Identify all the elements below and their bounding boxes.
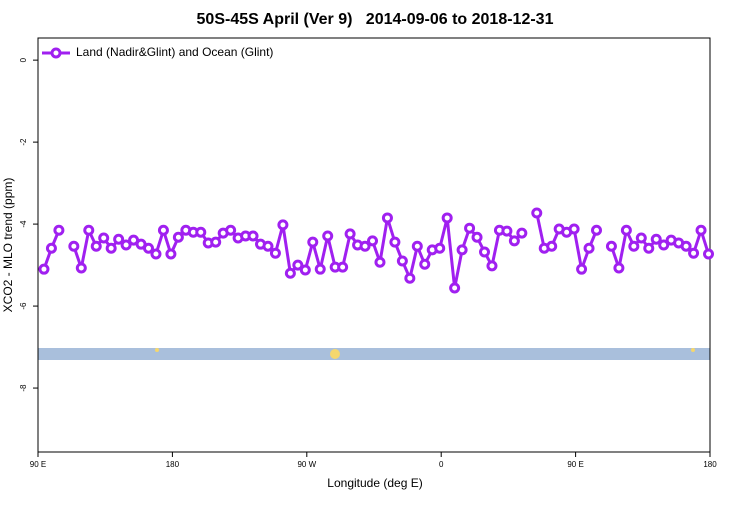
data-point	[568, 223, 580, 235]
data-point	[583, 242, 595, 254]
x-tick-label: 0	[439, 460, 444, 469]
data-point	[45, 242, 57, 254]
data-point	[83, 224, 95, 236]
data-point	[650, 233, 662, 245]
surface-marker	[691, 348, 695, 352]
data-point	[150, 248, 162, 260]
data-point	[277, 219, 289, 231]
series-line	[72, 217, 523, 289]
chart-title: 50S-45S April (Ver 9) 2014-09-06 to 2018…	[197, 11, 554, 28]
data-point	[464, 222, 476, 234]
data-point	[374, 256, 386, 268]
data-point	[389, 236, 401, 248]
data-point	[576, 263, 588, 275]
data-point	[337, 261, 349, 273]
data-point	[284, 267, 296, 279]
surface-strip	[38, 348, 710, 360]
data-point	[247, 230, 259, 242]
data-point	[120, 239, 132, 251]
data-point	[98, 232, 110, 244]
data-point	[105, 242, 117, 254]
y-tick-label: -4	[19, 220, 28, 228]
x-tick-label: 180	[166, 460, 180, 469]
data-point	[441, 212, 453, 224]
data-point	[38, 263, 50, 275]
surface-marker	[330, 349, 340, 359]
data-point	[680, 240, 692, 252]
data-point	[195, 226, 207, 238]
x-tick-label: 180	[703, 460, 717, 469]
data-point	[456, 244, 468, 256]
data-point	[695, 224, 707, 236]
data-point	[605, 240, 617, 252]
data-point	[68, 240, 80, 252]
data-point	[404, 272, 416, 284]
data-point	[628, 240, 640, 252]
data-point	[434, 242, 446, 254]
data-point	[314, 263, 326, 275]
data-point	[322, 230, 334, 242]
data-point	[299, 264, 311, 276]
legend-label: Land (Nadir&Glint) and Ocean (Glint)	[76, 45, 273, 59]
plot-frame	[37, 37, 711, 453]
data-point	[658, 239, 670, 251]
x-axis-label: Longitude (deg E)	[327, 476, 422, 490]
data-point	[546, 240, 558, 252]
data-point	[449, 282, 461, 294]
data-point	[269, 247, 281, 259]
data-point	[479, 246, 491, 258]
data-point	[262, 240, 274, 252]
surface-marker	[155, 348, 159, 352]
data-point	[471, 231, 483, 243]
data-point	[531, 207, 543, 219]
data-point	[157, 224, 169, 236]
data-point	[210, 236, 222, 248]
data-point	[292, 259, 304, 271]
data-point	[703, 248, 715, 260]
x-tick-label: 90 W	[297, 460, 316, 469]
data-point	[75, 262, 87, 274]
data-point	[643, 242, 655, 254]
y-axis-label: XCO2 - MLO trend (ppm)	[1, 178, 15, 313]
data-point	[486, 260, 498, 272]
data-point	[635, 232, 647, 244]
data-point	[396, 255, 408, 267]
data-point	[620, 224, 632, 236]
data-point	[359, 240, 371, 252]
data-point	[367, 235, 379, 247]
data-point	[344, 228, 356, 240]
data-point	[165, 248, 177, 260]
data-point	[143, 242, 155, 254]
data-point	[591, 224, 603, 236]
legend-marker	[50, 47, 62, 59]
data-point	[508, 235, 520, 247]
y-tick-label: 0	[19, 57, 28, 62]
data-point	[688, 247, 700, 259]
x-tick-label: 90 E	[567, 460, 583, 469]
data-point	[225, 224, 237, 236]
data-point	[411, 240, 423, 252]
data-point	[90, 240, 102, 252]
data-point	[501, 225, 513, 237]
data-point	[381, 212, 393, 224]
data-point	[307, 236, 319, 248]
x-tick-label: 90 E	[30, 460, 46, 469]
data-point	[613, 262, 625, 274]
data-point	[516, 227, 528, 239]
data-point	[53, 224, 65, 236]
data-point	[419, 258, 431, 270]
y-tick-label: -8	[19, 384, 28, 392]
series-line	[535, 212, 598, 275]
data-point	[172, 231, 184, 243]
y-tick-label: -6	[19, 302, 28, 310]
data-point	[113, 233, 125, 245]
y-tick-label: -2	[19, 138, 28, 146]
